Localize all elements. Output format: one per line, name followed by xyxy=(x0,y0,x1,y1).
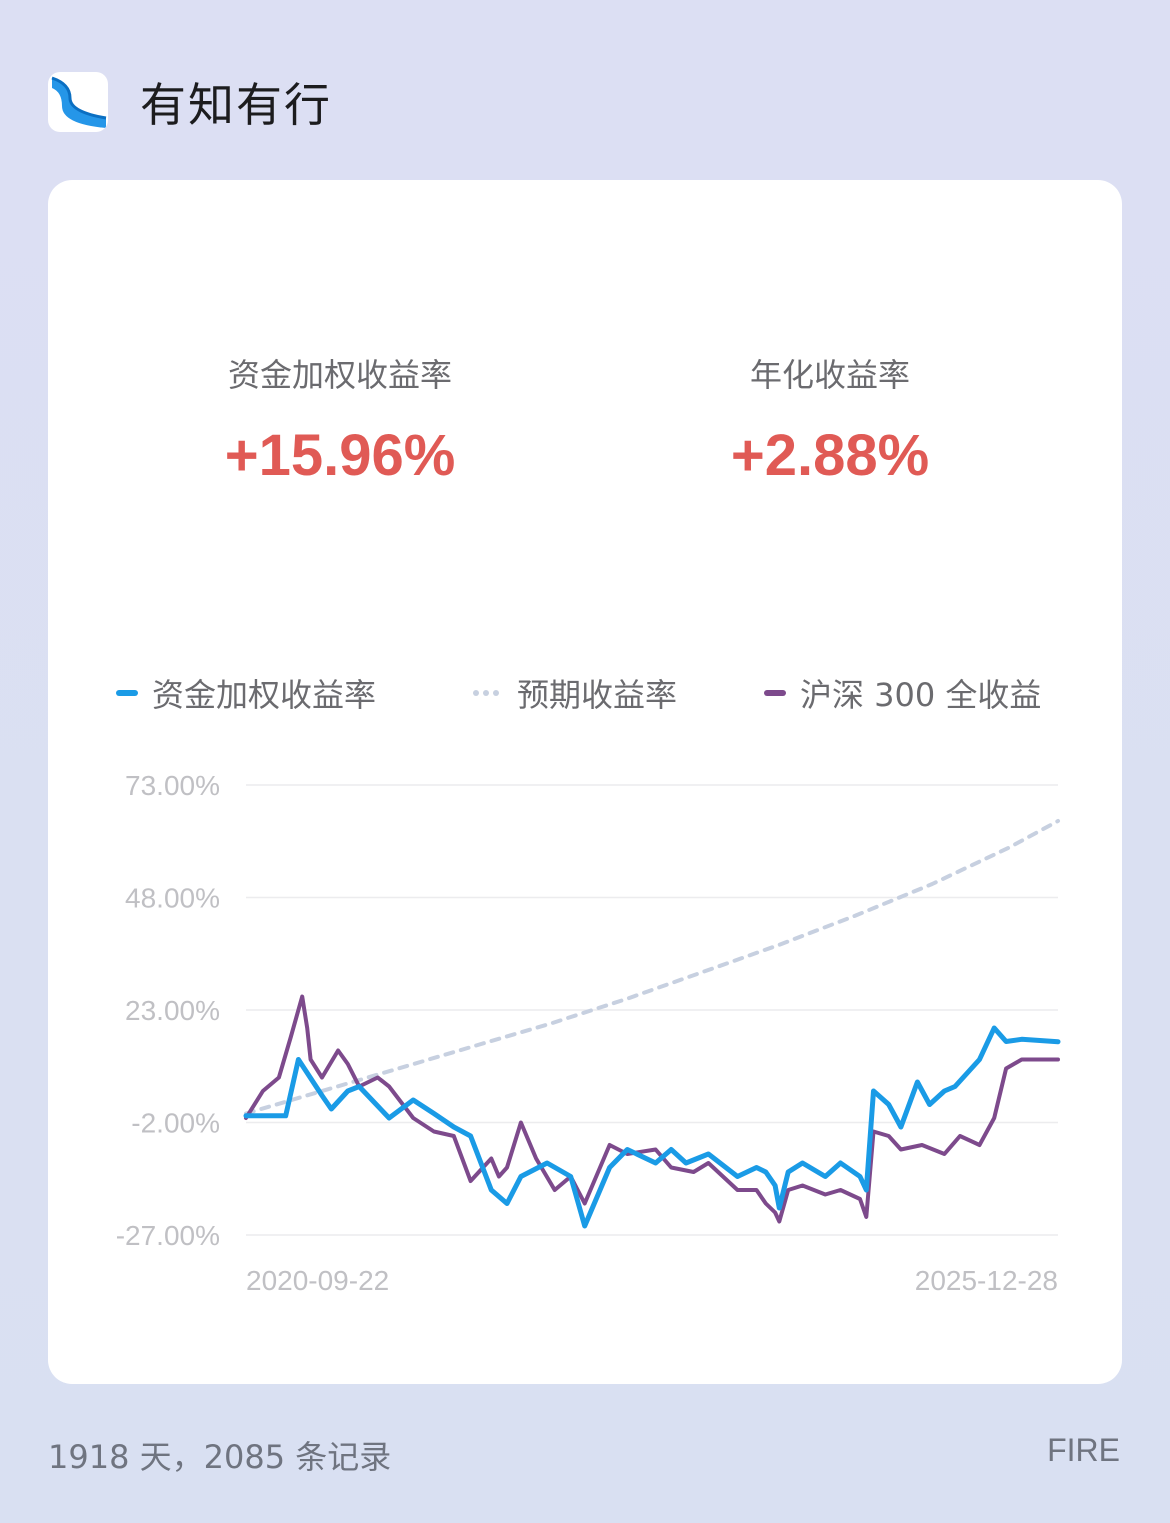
app-header: 有知有行 xyxy=(48,72,332,132)
records-summary: 1918 天，2085 条记录 xyxy=(48,1438,392,1476)
legend-item-fund: 资金加权收益率 xyxy=(116,670,376,716)
y-tick-label: 48.00% xyxy=(125,883,220,914)
app-name: 有知有行 xyxy=(140,78,332,132)
series-line-expected xyxy=(244,819,1060,1116)
x-tick-label: 2025-12-28 xyxy=(915,1265,1058,1296)
series-line-index xyxy=(244,994,1060,1224)
legend-item-expected: 预期收益率 xyxy=(473,670,677,716)
returns-line-chart[interactable]: 73.00% 48.00% 23.00% -2.00% -27.00% 2020-09-… xyxy=(48,740,1122,1300)
wave-logo-icon xyxy=(48,72,108,132)
legend-label: 预期收益率 xyxy=(517,676,678,714)
series-line-fund xyxy=(243,1025,1061,1229)
stat-label: 资金加权收益率 xyxy=(227,356,452,394)
stat-value: +2.88% xyxy=(730,423,930,488)
legend-item-index: 沪深 300 全收益 xyxy=(764,670,1041,716)
y-tick-label: 23.00% xyxy=(125,995,220,1026)
legend-swatch xyxy=(473,690,503,696)
x-tick-label: 2020-09-22 xyxy=(246,1265,389,1296)
y-tick-label: -27.00% xyxy=(116,1220,220,1251)
chart-legend: 资金加权收益率 预期收益率 沪深 300 全收益 xyxy=(48,670,1122,714)
legend-swatch xyxy=(764,690,786,696)
stat-value: +15.96% xyxy=(224,423,456,488)
stat-label: 年化收益率 xyxy=(749,356,910,394)
money-weighted-return-stat: 资金加权收益率 +15.96% xyxy=(140,350,540,489)
returns-card[interactable]: 资金加权收益率 +15.96% 年化收益率 +2.88% 资金加权收益率 预期收… xyxy=(48,180,1122,1384)
legend-swatch xyxy=(116,690,138,696)
legend-label: 沪深 300 全收益 xyxy=(800,676,1042,714)
legend-label: 资金加权收益率 xyxy=(152,676,377,714)
y-tick-label: 73.00% xyxy=(125,770,220,801)
footer: 1918 天，2085 条记录 FIRE xyxy=(48,1432,1122,1476)
y-tick-label: -2.00% xyxy=(131,1108,220,1139)
annualized-return-stat: 年化收益率 +2.88% xyxy=(630,350,1030,489)
fire-tag[interactable]: FIRE xyxy=(1047,1432,1120,1468)
